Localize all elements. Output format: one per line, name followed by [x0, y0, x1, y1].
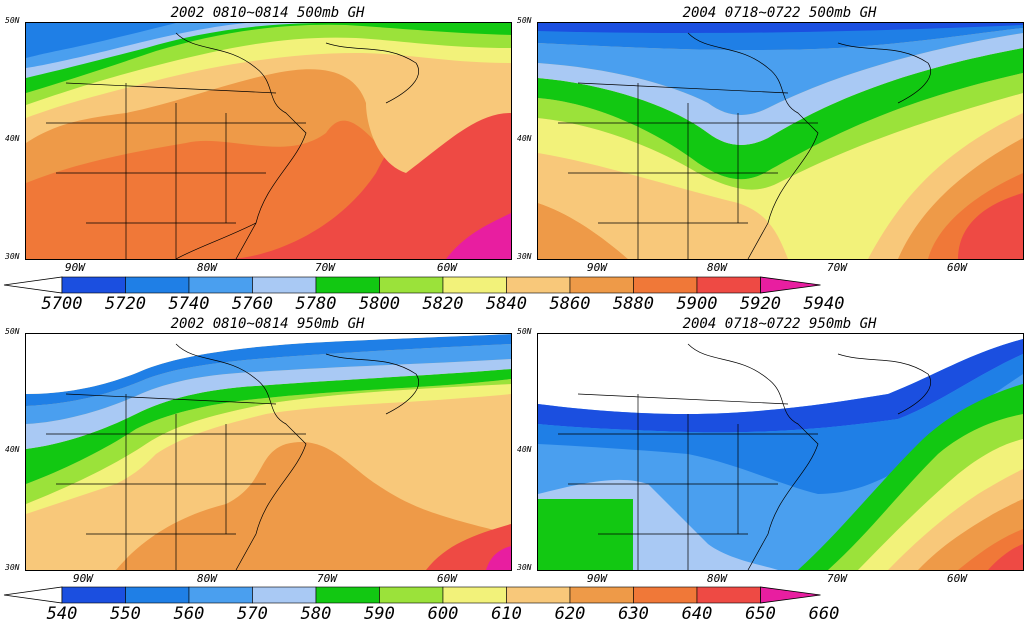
colorbar-swatch: [188, 276, 253, 294]
colorbar-tick-label: 600: [427, 604, 459, 624]
lat-label: 40N: [5, 134, 20, 143]
colorbar-swatch: [315, 276, 380, 294]
colorbar-swatch: [442, 586, 507, 604]
lon-label: 70W: [827, 572, 847, 585]
colorbar-tick-label: 5840: [486, 294, 527, 314]
colorbar-tick-label: 5760: [232, 294, 273, 314]
lon-label: 80W: [707, 572, 727, 585]
colorbar-tick-label: 580: [300, 604, 332, 624]
colorbar-arrow-low: [3, 276, 63, 294]
lat-label: 50N: [5, 327, 20, 336]
lon-label: 80W: [197, 261, 217, 274]
colorbar-swatch: [696, 586, 761, 604]
colorbar-tick-label: 5860: [549, 294, 591, 314]
contour-map: [25, 333, 512, 571]
colorbar-swatch: [633, 586, 698, 604]
panel-title: 2002 0810~0814 500mb GH: [170, 5, 365, 21]
colorbar-arrow-high: [760, 276, 821, 294]
colorbar-tick-label: 590: [364, 604, 395, 624]
colorbar-swatch: [61, 276, 126, 294]
lon-label: 90W: [587, 261, 607, 274]
colorbar-swatch: [633, 276, 698, 294]
panel-title: 2004 0718~0722 950mb GH: [682, 316, 877, 332]
lat-label: 40N: [5, 445, 20, 454]
lon-label: 70W: [317, 572, 337, 585]
lon-label: 60W: [947, 572, 967, 585]
colorbar-scale: [3, 276, 821, 294]
contour-map: [537, 22, 1024, 260]
colorbar-tick-label: 630: [618, 604, 649, 624]
colorbar-tick-label: 640: [681, 604, 713, 624]
lat-label: 30N: [5, 252, 20, 261]
lon-label: 90W: [73, 572, 93, 585]
lon-label: 80W: [707, 261, 727, 274]
colorbar-950mb-labels: 540 550 560 570 580 590 600 610 620 630 640 650 660: [0, 604, 1024, 624]
lon-label: 60W: [947, 261, 967, 274]
colorbar-tick-label: 5800: [359, 294, 400, 314]
colorbar-tick-label: 570: [237, 604, 268, 624]
colorbar-tick-label: 620: [554, 604, 586, 624]
colorbar-scale: [3, 586, 821, 604]
colorbar-swatch: [442, 276, 507, 294]
colorbar-swatch: [315, 586, 380, 604]
lon-label: 90W: [65, 261, 85, 274]
lon-label: 60W: [437, 572, 457, 585]
map-panel-950mb-2002: 2002 0810~0814 950mb GH 50N 40N 30N 90W …: [5, 316, 512, 595]
colorbar-swatch: [379, 586, 444, 604]
lon-label: 90W: [587, 572, 607, 585]
colorbar-500mb-labels: 5700 5720 5740 5760 5780 5800 5820 5840 5860 5880…: [0, 294, 1024, 314]
lat-label: 40N: [517, 445, 532, 454]
colorbar-swatch: [696, 276, 761, 294]
map-panel-500mb-2002: 2002 0810~0814 500mb GH 50N 40N 30N 90W …: [5, 5, 512, 284]
colorbar-tick-label: 660: [808, 604, 840, 624]
lon-label: 70W: [315, 261, 335, 274]
colorbar-tick-label: 540: [46, 604, 78, 624]
panel-title: 2004 0718~0722 500mb GH: [682, 5, 877, 21]
lat-label: 50N: [5, 16, 20, 25]
contour-map: [537, 333, 1024, 571]
lon-label: 70W: [827, 261, 847, 274]
colorbar-swatch: [569, 276, 634, 294]
colorbar-tick-label: 5820: [422, 294, 464, 314]
colorbar-arrow-low: [3, 586, 63, 604]
colorbar-swatch: [61, 586, 126, 604]
colorbar-swatch: [506, 586, 571, 604]
lat-label: 30N: [5, 563, 20, 572]
colorbar-arrow-high: [760, 586, 821, 604]
colorbar-swatch: [188, 586, 253, 604]
colorbar-950mb: [0, 586, 1024, 604]
colorbar-swatch: [379, 276, 444, 294]
colorbar-tick-label: 650: [745, 604, 776, 624]
lat-label: 30N: [517, 252, 532, 261]
lat-label: 50N: [517, 16, 532, 25]
lon-label: 80W: [197, 572, 217, 585]
map-panel-500mb-2004: 2004 0718~0722 500mb GH 50N 40N 30N 90W …: [517, 5, 1024, 284]
colorbar-tick-label: 5940: [803, 294, 845, 314]
colorbar-tick-label: 5900: [676, 294, 718, 314]
colorbar-tick-label: 5780: [295, 294, 337, 314]
colorbar-tick-label: 5880: [613, 294, 654, 314]
colorbar-tick-label: 5700: [41, 294, 83, 314]
map-panel-950mb-2004: 2004 0718~0722 950mb GH 50N 40N 30N 90W …: [517, 316, 1024, 595]
colorbar-swatch: [252, 586, 317, 604]
colorbar-swatch: [125, 276, 190, 294]
lon-label: 60W: [437, 261, 457, 274]
colorbar-tick-label: 5920: [740, 294, 781, 314]
colorbar-tick-label: 5720: [105, 294, 146, 314]
colorbar-swatch: [569, 586, 634, 604]
colorbar-tick-label: 560: [173, 604, 205, 624]
contour-map: [25, 22, 512, 260]
colorbar-tick-label: 5740: [168, 294, 210, 314]
colorbar-tick-label: 610: [491, 604, 522, 624]
lat-label: 50N: [517, 327, 532, 336]
colorbar-swatch: [506, 276, 571, 294]
colorbar-swatch: [252, 276, 317, 294]
colorbar-500mb: [0, 276, 1024, 294]
lat-label: 30N: [517, 563, 532, 572]
colorbar-swatch: [125, 586, 190, 604]
colorbar-tick-label: 550: [110, 604, 141, 624]
panel-title: 2002 0810~0814 950mb GH: [170, 316, 365, 332]
lat-label: 40N: [517, 134, 532, 143]
